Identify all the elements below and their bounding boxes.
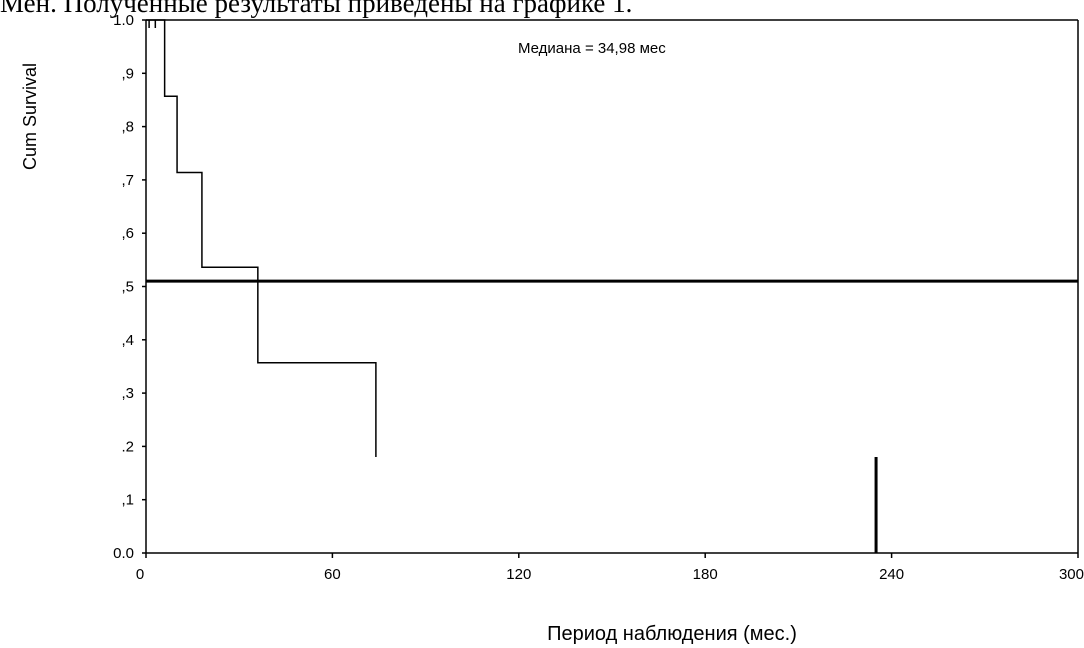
x-tick-label: 240	[879, 566, 904, 583]
y-tick-label: ,6	[121, 225, 134, 242]
y-tick-label: ,5	[121, 279, 134, 296]
y-axis: 0.0 ,1 .2 ,3 ,4 ,5 ,6 ,7 ,8 ,9 1.0	[113, 12, 146, 562]
survival-series	[146, 19, 1078, 553]
survival-step-line	[146, 19, 377, 458]
y-tick-label: ,9	[121, 65, 134, 82]
y-tick-label: ,7	[121, 172, 134, 189]
y-tick-label: ,8	[121, 119, 134, 136]
header-text: Мен. Полученные результаты приведены на …	[0, 0, 633, 18]
x-tick-label: 120	[506, 566, 531, 583]
x-axis: 0 60 120 180 240 300	[136, 553, 1084, 583]
y-tick-label: .2	[121, 438, 134, 455]
y-tick-label: ,3	[121, 385, 134, 402]
x-tick-label: 300	[1059, 566, 1084, 583]
x-tick-label: 60	[324, 566, 341, 583]
y-tick-label: ,4	[121, 332, 134, 349]
y-axis-title: Cum Survival	[20, 63, 40, 170]
plot-frame	[145, 19, 1079, 554]
x-axis-title: Период наблюдения (мес.)	[547, 623, 797, 645]
y-tick-label: 0.0	[113, 545, 134, 562]
y-tick-label: ,1	[121, 492, 134, 509]
y-tick-label: 1.0	[113, 12, 134, 29]
x-tick-label: 180	[693, 566, 718, 583]
x-tick-label: 0	[136, 566, 144, 583]
median-annotation: Медиана = 34,98 мес	[518, 40, 666, 57]
